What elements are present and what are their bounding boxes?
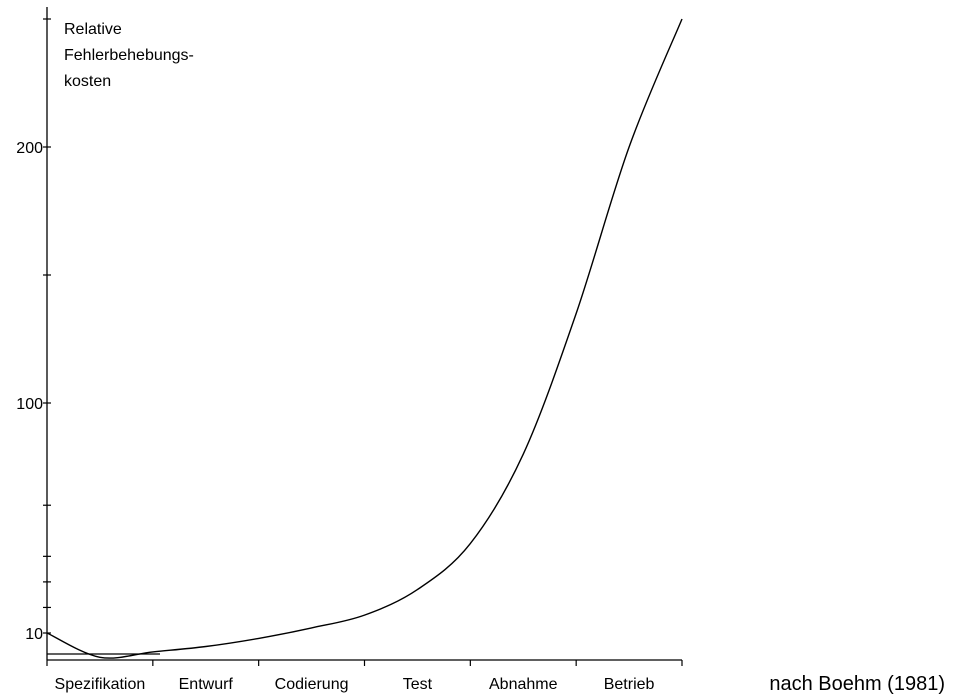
axes bbox=[46, 7, 682, 661]
x-tick-label: Entwurf bbox=[179, 676, 234, 693]
y-tick-label: 10 bbox=[25, 626, 43, 643]
y-axis-label: Relative Fehlerbehebungs- kosten bbox=[64, 21, 194, 90]
x-tick-label: Abnahme bbox=[489, 676, 558, 693]
x-axis-ticks: Spezifikation Entwurf Codierung Test Abnahme… bbox=[46, 660, 683, 693]
y-axis-ticks: 10 100 200 bbox=[16, 18, 51, 643]
y-axis-label-line: Relative bbox=[64, 21, 122, 38]
series-layer bbox=[46, 18, 683, 659]
y-axis-label-line: kosten bbox=[64, 73, 111, 90]
x-tick-label: Spezifikation bbox=[55, 676, 146, 693]
x-tick-label: Codierung bbox=[275, 676, 349, 693]
attribution-text: nach Boehm (1981) bbox=[769, 673, 945, 694]
y-axis-label-line: Fehlerbehebungs- bbox=[64, 47, 194, 64]
cost-curve-line bbox=[46, 18, 683, 659]
y-tick-label: 100 bbox=[16, 396, 43, 413]
x-tick-label: Test bbox=[403, 676, 433, 693]
x-tick-label: Betrieb bbox=[604, 676, 655, 693]
y-tick-label: 200 bbox=[16, 140, 43, 157]
